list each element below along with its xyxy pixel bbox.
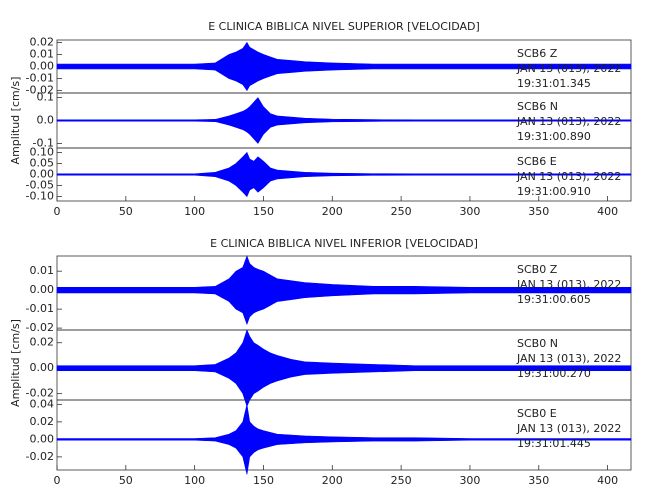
y-tick-label: -0.02 [26, 321, 54, 334]
trace-lower [56, 174, 632, 198]
y-tick-label: -0.02 [26, 450, 54, 463]
y-tick-label: 0.10 [30, 145, 55, 158]
x-tick-label: 50 [119, 474, 133, 487]
trace-annotation: JAN 13 (013), 2022 [516, 62, 621, 75]
trace-annotation: JAN 13 (013), 2022 [516, 170, 621, 183]
x-tick-label: 350 [528, 205, 549, 218]
x-tick-label: 250 [391, 205, 412, 218]
trace-annotation: JAN 13 (013), 2022 [516, 278, 621, 291]
x-tick-label: 100 [184, 474, 205, 487]
x-tick-label: 200 [322, 205, 343, 218]
y-tick-label: 0.00 [30, 283, 55, 296]
trace-upper [56, 41, 632, 67]
y-tick-label: -0.10 [26, 190, 54, 203]
y-tick-label: 0.02 [30, 336, 55, 349]
x-tick-label: 300 [459, 205, 480, 218]
trace-annotation: 19:31:01.445 [517, 437, 591, 450]
y-axis-label: Amplitud [cm/s] [9, 77, 22, 165]
x-tick-label: 50 [119, 205, 133, 218]
chart-title: E CLINICA BIBLICA NIVEL SUPERIOR [VELOCI… [208, 20, 480, 33]
trace-upper [56, 255, 632, 291]
x-tick-label: 150 [253, 205, 274, 218]
trace-lower [56, 439, 632, 475]
x-tick-label: 250 [391, 474, 412, 487]
y-tick-label: 0.1 [37, 91, 55, 104]
y-tick-label: -0.02 [26, 84, 54, 97]
trace-annotation: JAN 13 (013), 2022 [516, 422, 621, 435]
trace-upper [56, 329, 632, 369]
y-tick-label: 0.00 [30, 361, 55, 374]
y-tick-label: 0.00 [30, 432, 55, 445]
trace-annotation: SCB6 E [517, 155, 557, 168]
chart-title: E CLINICA BIBLICA NIVEL INFERIOR [VELOCI… [210, 237, 478, 250]
x-tick-label: 300 [459, 474, 480, 487]
y-tick-label: -0.01 [26, 302, 54, 315]
x-tick-label: 150 [253, 474, 274, 487]
y-tick-label: 0.01 [30, 264, 55, 277]
trace-annotation: SCB0 N [517, 337, 558, 350]
y-tick-label: 0.02 [30, 415, 55, 428]
y-axis-label: Amplitud [cm/s] [9, 319, 22, 407]
x-tick-label: 100 [184, 205, 205, 218]
trace-annotation: 19:31:00.890 [517, 130, 591, 143]
trace-lower [56, 289, 632, 326]
y-tick-label: -0.1 [33, 136, 54, 149]
x-tick-label: 0 [54, 205, 61, 218]
trace-annotation: SCB0 Z [517, 263, 558, 276]
trace-annotation: JAN 13 (013), 2022 [516, 352, 621, 365]
y-tick-label: 0.02 [30, 35, 55, 48]
y-tick-label: 0.01 [30, 47, 55, 60]
y-tick-label: 0.0 [37, 114, 55, 127]
y-tick-label: 0.00 [30, 168, 55, 181]
trace-annotation: SCB6 Z [517, 47, 558, 60]
trace-upper [56, 404, 632, 440]
y-tick-label: 0.00 [30, 60, 55, 73]
y-tick-label: 0.04 [30, 397, 55, 410]
trace-annotation: 19:31:00.605 [517, 293, 591, 306]
trace-upper [56, 97, 632, 121]
x-tick-label: 400 [597, 205, 618, 218]
y-tick-label: -0.02 [26, 387, 54, 400]
x-tick-label: 400 [597, 474, 618, 487]
trace-lower [56, 367, 632, 408]
panel-frame [56, 399, 632, 471]
trace-lower [56, 120, 632, 144]
trace-annotation: JAN 13 (013), 2022 [516, 115, 621, 128]
trace-lower [56, 66, 632, 92]
x-tick-label: 0 [54, 474, 61, 487]
y-tick-label: 0.05 [30, 156, 55, 169]
y-tick-label: -0.01 [26, 72, 54, 85]
trace-annotation: 19:31:00.910 [517, 185, 591, 198]
y-tick-label: -0.05 [26, 179, 54, 192]
x-tick-label: 350 [528, 474, 549, 487]
trace-annotation: 19:31:00.270 [517, 367, 591, 380]
trace-annotation: SCB0 E [517, 407, 557, 420]
trace-annotation: SCB6 N [517, 100, 558, 113]
x-tick-label: 200 [322, 474, 343, 487]
trace-upper [56, 151, 632, 175]
trace-annotation: 19:31:01.345 [517, 77, 591, 90]
